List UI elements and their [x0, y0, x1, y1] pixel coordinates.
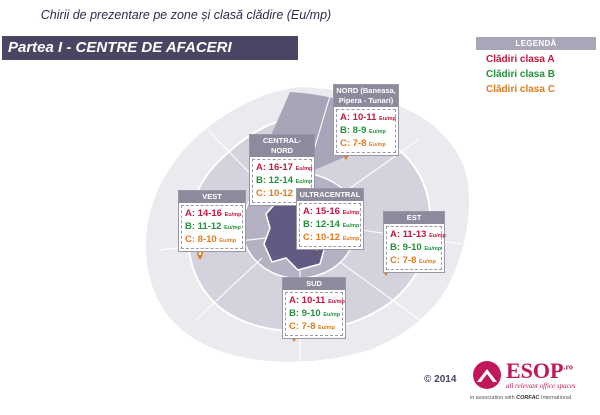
zone-card-sud: SUD A: 10-11 Eu/mp B: 9-10 Eu/mp C: 7-8 …: [282, 277, 346, 339]
price-class-c: C: 7-8 Eu/mp: [390, 255, 436, 266]
zone-card-nord: NORD (Baneasa, Pipera - Tunari) A: 10-11…: [333, 84, 399, 156]
zone-name: VEST: [179, 191, 245, 203]
price-class-b: B: 9-10 Eu/mp: [390, 242, 442, 253]
logo-emblem-icon: [473, 361, 501, 389]
price-class-c: C: 7-8 Eu/mp: [340, 138, 386, 149]
price-class-b: B: 9-10 Eu/mp: [289, 308, 341, 319]
legend-heading: LEGENDĂ: [476, 37, 596, 50]
copyright-text: © 2014: [424, 374, 457, 385]
orange-pin-vest: [197, 250, 203, 260]
price-class-a: A: 14-16 Eu/mp: [185, 208, 242, 219]
zone-name: EST: [384, 212, 444, 224]
price-class-c: C: 7-8 Eu/mp: [289, 321, 335, 332]
zone-prices: A: 15-16 Eu/mp B: 12-14 Eu/mp C: 10-12 E…: [299, 203, 361, 247]
price-class-a: A: 15-16 Eu/mp: [303, 206, 360, 217]
price-class-a: A: 10-11 Eu/mp: [289, 295, 345, 306]
price-class-b: B: 8-9 Eu/mp: [340, 125, 386, 136]
price-class-a: A: 16-17 Eu/mp: [256, 162, 313, 173]
logo-association: in association with CORFAC International: [470, 395, 572, 401]
zone-name: ULTRACENTRAL: [297, 189, 363, 201]
price-class-c: C: 10-12 Eu/mp: [303, 232, 360, 243]
zone-card-vest: VEST A: 14-16 Eu/mp B: 11-12 Eu/mp C: 8-…: [178, 190, 246, 252]
price-class-a: A: 11-13 Eu/mp: [390, 229, 446, 240]
esop-logo: ESOP.ro all relevant office spaces in as…: [470, 358, 598, 410]
zone-card-ultracentral: ULTRACENTRAL A: 15-16 Eu/mp B: 12-14 Eu/…: [296, 188, 364, 250]
legend-item-class-b: Clădiri clasa B: [486, 69, 555, 80]
legend-item-class-a: Clădiri clasa A: [486, 54, 555, 65]
logo-name: ESOP.ro: [506, 358, 573, 383]
zone-prices: A: 11-13 Eu/mp B: 9-10 Eu/mp C: 7-8 Eu/m…: [386, 226, 446, 270]
zone-card-est: EST A: 11-13 Eu/mp B: 9-10 Eu/mp C: 7-8 …: [383, 211, 446, 273]
zone-prices: A: 10-11 Eu/mp B: 8-9 Eu/mp C: 7-8 Eu/mp: [336, 109, 396, 153]
zone-name: SUD: [283, 278, 345, 290]
price-class-b: B: 11-12 Eu/mp: [185, 221, 241, 232]
legend: LEGENDĂ Clădiri clasa A Clădiri clasa B …: [476, 37, 596, 95]
zone-name: CENTRAL-NORD: [250, 135, 314, 157]
zone-name: NORD (Baneasa, Pipera - Tunari): [334, 85, 398, 107]
price-class-b: B: 12-14 Eu/mp: [303, 219, 360, 230]
logo-tagline: all relevant office spaces: [506, 382, 576, 390]
zone-prices: A: 10-11 Eu/mp B: 9-10 Eu/mp C: 7-8 Eu/m…: [285, 292, 345, 336]
zone-prices: A: 14-16 Eu/mp B: 11-12 Eu/mp C: 8-10 Eu…: [181, 205, 243, 249]
section-banner: Partea I - CENTRE DE AFACERI: [2, 36, 298, 60]
legend-item-class-c: Clădiri clasa C: [486, 84, 555, 95]
price-class-c: C: 8-10 Eu/mp: [185, 234, 237, 245]
price-class-b: B: 12-14 Eu/mp: [256, 175, 313, 186]
map-title: Chirii de prezentare pe zone și clasă cl…: [40, 8, 332, 22]
price-class-a: A: 10-11 Eu/mp: [340, 112, 396, 123]
